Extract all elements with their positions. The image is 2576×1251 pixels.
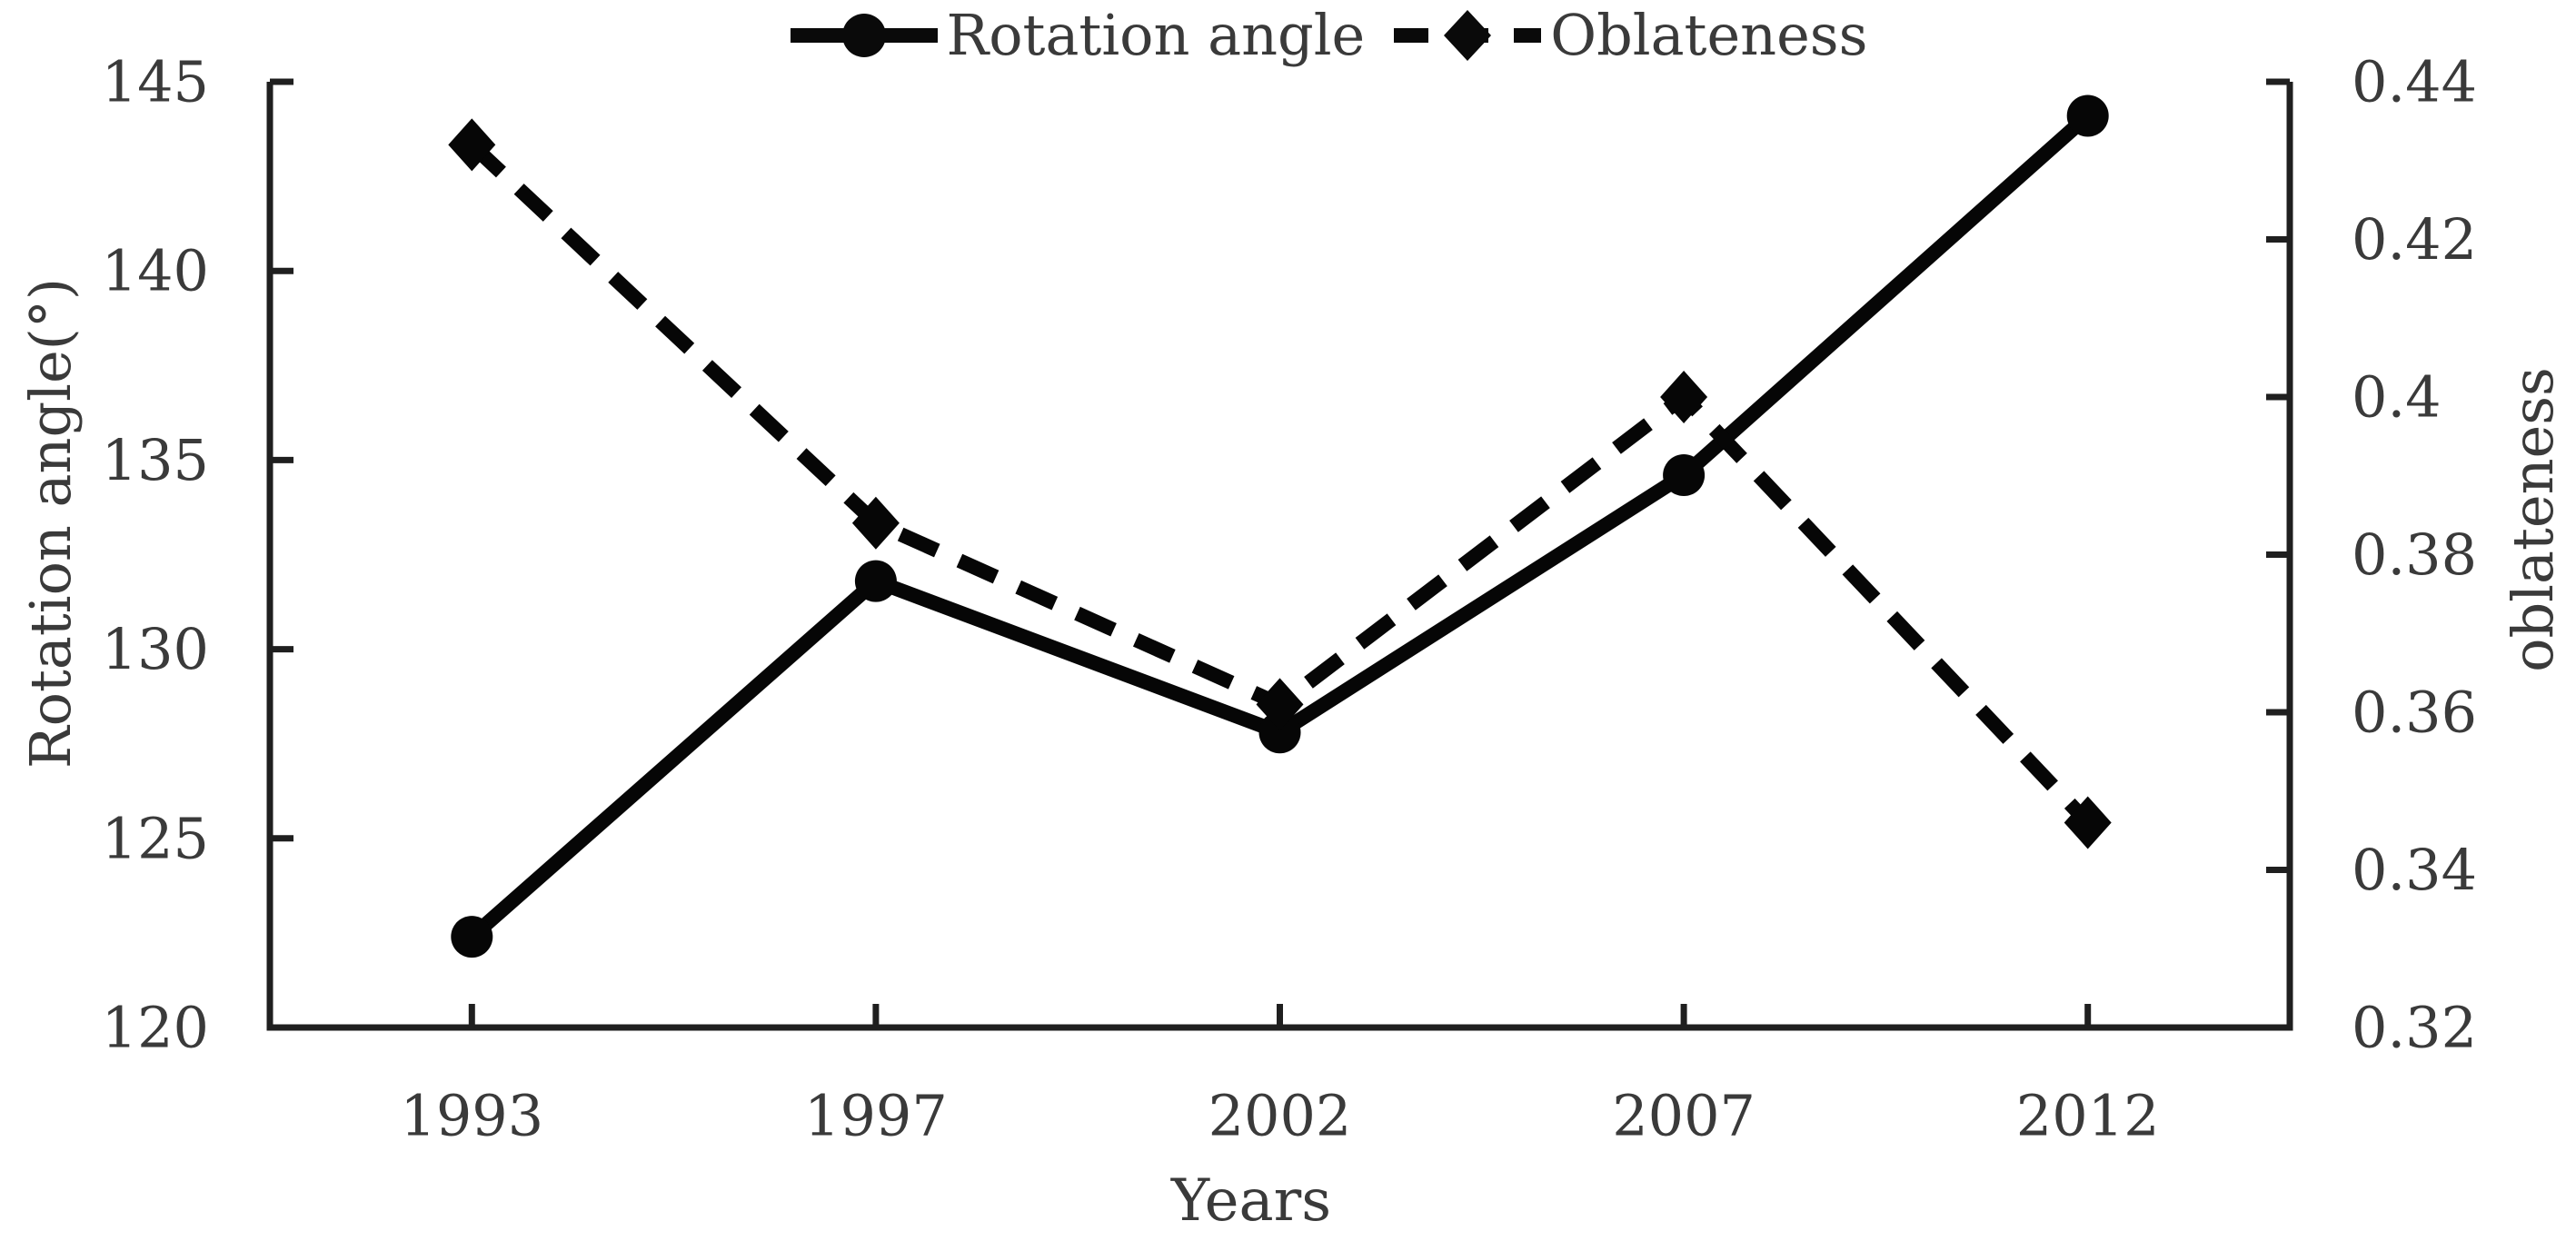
data-point-circle <box>854 560 897 602</box>
legend-label-oblateness: Oblateness <box>1550 2 1868 68</box>
x-axis-tick-label: 1997 <box>804 1083 948 1149</box>
legend-label-rotation-angle: Rotation angle <box>946 2 1366 68</box>
left-axis-tick-label: 125 <box>102 805 209 871</box>
legend-item-oblateness: Oblateness <box>1392 7 1867 64</box>
data-point-diamond <box>448 118 496 172</box>
left-axis-tick-label: 145 <box>102 49 209 115</box>
left-axis-tick-label: 130 <box>102 616 209 682</box>
data-point-circle <box>1258 711 1301 754</box>
right-axis-tick-label: 0.34 <box>2352 837 2477 903</box>
data-point-circle <box>451 916 493 958</box>
x-axis-tick-label: 2007 <box>1612 1083 1755 1149</box>
solid-line-circle-marker-icon <box>790 14 938 57</box>
data-point-diamond <box>1660 371 1708 423</box>
x-axis-tick-label: 2012 <box>2016 1083 2160 1149</box>
x-axis-tick-label: 1993 <box>400 1083 543 1149</box>
right-axis-tick-label: 0.32 <box>2352 995 2477 1061</box>
right-axis-tick-label: 0.38 <box>2352 521 2477 588</box>
right-axis-tick-label: 0.44 <box>2352 49 2477 115</box>
left-axis-title: Rotation angle(°) <box>17 277 84 769</box>
left-axis-tick-label: 135 <box>102 427 209 493</box>
data-point-diamond <box>2064 796 2112 849</box>
data-point-diamond <box>1256 678 1304 731</box>
legend: Rotation angle Oblateness <box>40 7 2576 64</box>
left-axis-tick-label: 120 <box>102 995 209 1061</box>
x-axis-title: Years <box>1170 1167 1332 1235</box>
data-point-circle <box>2066 94 2109 137</box>
x-axis-tick-label: 2002 <box>1208 1083 1352 1149</box>
right-axis-tick-label: 0.4 <box>2352 364 2442 431</box>
dashed-line-diamond-marker-icon <box>1394 10 1542 61</box>
left-axis-tick-label: 140 <box>102 238 209 304</box>
right-axis-title: oblateness <box>2500 367 2566 672</box>
data-point-circle <box>1663 454 1706 497</box>
right-axis-tick-label: 0.42 <box>2352 206 2477 273</box>
data-point-diamond <box>851 496 900 550</box>
legend-item-rotation-angle: Rotation angle <box>789 2 1366 68</box>
series-line-rotation-angle <box>467 110 2094 943</box>
axis-frame <box>266 82 2293 1031</box>
right-axis-tick-label: 0.36 <box>2352 680 2477 746</box>
